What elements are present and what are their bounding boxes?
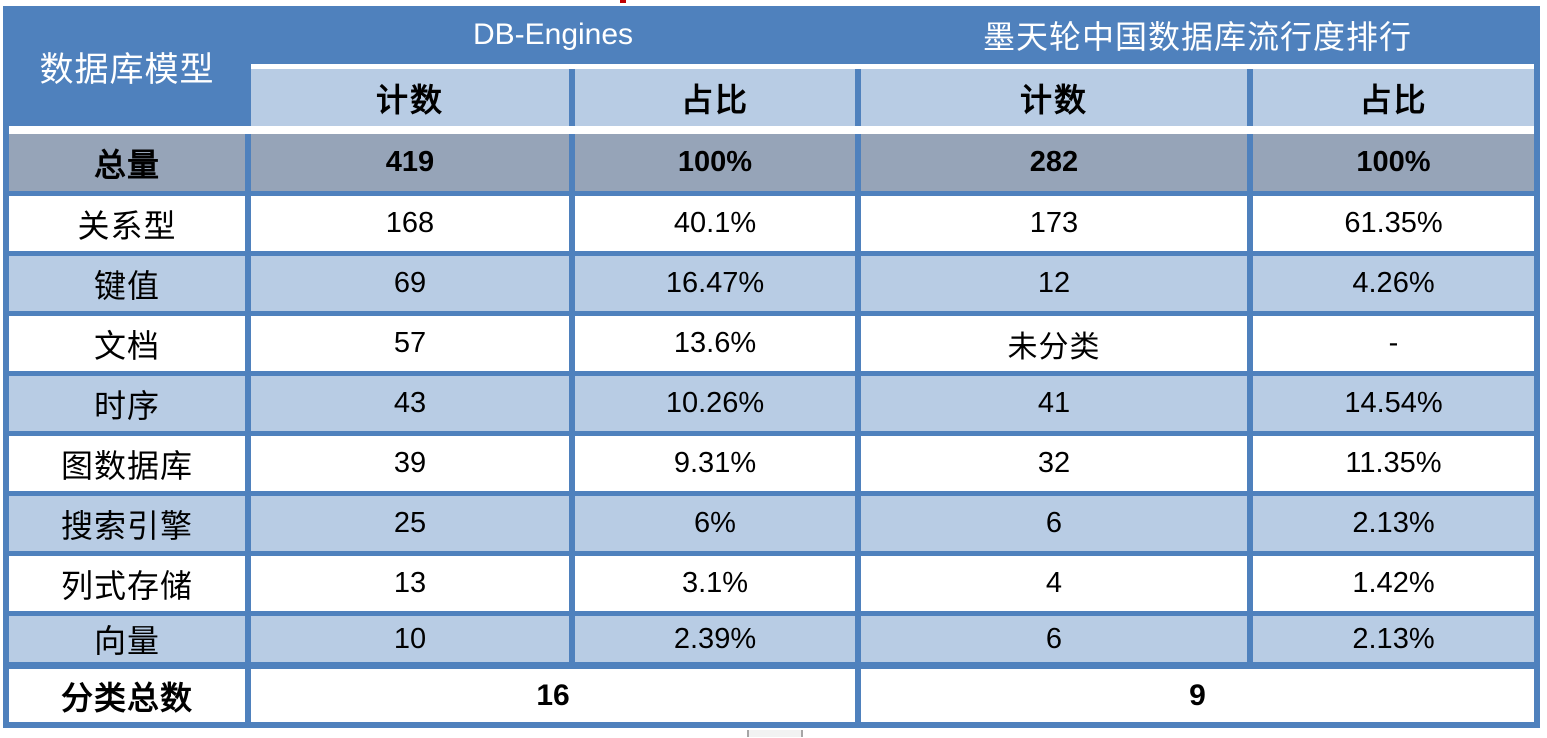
subheader-count-db: 计数 [251,69,569,126]
table-cell: 6 [861,496,1247,551]
row-label: 文档 [9,316,245,371]
footer-cell-db-engines-categories: 16 [251,669,855,722]
total-cell: 419 [251,134,569,191]
group-header-modb-ranking: 墨天轮中国数据库流行度排行 [861,6,1534,64]
table-cell: 11.35% [1253,436,1534,491]
row-label: 图数据库 [9,436,245,491]
database-model-comparison-table: 数据库模型 DB-Engines 墨天轮中国数据库流行度排行 计数 占比 计数 … [3,6,1540,728]
table-cell: 16.47% [575,256,855,311]
row-label: 关系型 [9,196,245,251]
row-label: 搜索引擎 [9,496,245,551]
table-cell: 10 [251,616,569,662]
total-cell: 100% [1253,134,1534,191]
header-body-divider [9,126,1534,134]
table-cell: 4.26% [1253,256,1534,311]
table-cell: 13.6% [575,316,855,371]
group-header-db-engines: DB-Engines [251,6,855,64]
table-cell: 2.13% [1253,616,1534,662]
table-cell: 168 [251,196,569,251]
table-cell: 1.42% [1253,556,1534,611]
table-cell: 41 [861,376,1247,431]
table-cell: 6% [575,496,855,551]
table-cell: 69 [251,256,569,311]
row-label: 向量 [9,616,245,662]
table-cell: 25 [251,496,569,551]
table-cell: 10.26% [575,376,855,431]
table-cell: 2.13% [1253,496,1534,551]
corner-header-cell: 数据库模型 [9,6,245,126]
total-cell: 100% [575,134,855,191]
subheader-share-db: 占比 [575,69,855,126]
subheader-share-modb: 占比 [1253,69,1534,126]
total-row-label: 总量 [9,134,245,191]
table-cell: 173 [861,196,1247,251]
table-cell: 3.1% [575,556,855,611]
table-cell: 9.31% [575,436,855,491]
table-cell: 4 [861,556,1247,611]
header-divider [251,64,1534,69]
table-cell: 12 [861,256,1247,311]
table-cell: 未分类 [861,316,1247,371]
row-label: 时序 [9,376,245,431]
table-cell: 61.35% [1253,196,1534,251]
table-cell: 57 [251,316,569,371]
table-cell: 2.39% [575,616,855,662]
table-cell: 13 [251,556,569,611]
table-cell: 40.1% [575,196,855,251]
subheader-count-modb: 计数 [861,69,1247,126]
row-label: 键值 [9,256,245,311]
crop-artifact-red-tick [620,0,626,3]
scrollbar-fragment [747,730,803,737]
table-cell: 32 [861,436,1247,491]
table-cell: 14.54% [1253,376,1534,431]
total-cell: 282 [861,134,1247,191]
row-label: 列式存储 [9,556,245,611]
table-cell: 43 [251,376,569,431]
footer-row-label: 分类总数 [9,669,245,722]
table-cell: 39 [251,436,569,491]
footer-cell-modb-categories: 9 [861,669,1534,722]
table-cell: - [1253,316,1534,371]
table-cell: 6 [861,616,1247,662]
